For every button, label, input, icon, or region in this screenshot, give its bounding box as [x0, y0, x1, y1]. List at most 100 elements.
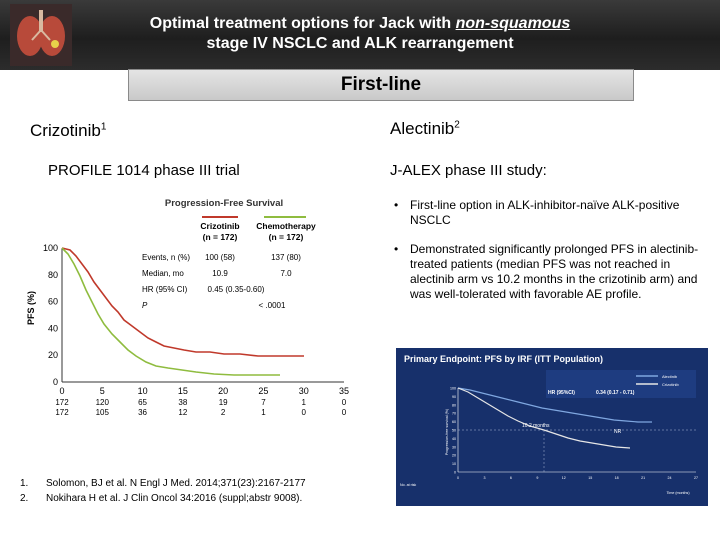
bullet-item: • Demonstrated significantly prolonged PF… [390, 242, 708, 302]
irf-y-tick-label: 80 [452, 403, 456, 407]
irf-y-tick-label: 60 [452, 420, 456, 424]
at-risk-chemo-value: 1 [261, 408, 266, 417]
x-tick-label: 35 [339, 386, 349, 396]
legend-crizotinib: Crizotinib [662, 382, 679, 387]
irf-x-tick-label: 18 [615, 476, 619, 480]
y-tick-label: 80 [48, 270, 58, 280]
y-tick-label: 100 [43, 243, 58, 253]
irf-title: Primary Endpoint: PFS by IRF (ITT Popula… [404, 354, 603, 364]
at-risk-chemo-value: 172 [55, 408, 69, 417]
hr-label: HR (95%CI) [548, 390, 575, 396]
irf-x-tick-label: 21 [641, 476, 645, 480]
crizotinib-pfs-figure: Progression-Free Survival Crizotinib (n … [26, 198, 349, 417]
irf-y-label: Progression-free survival (%) [445, 409, 449, 455]
crizotinib-label: Crizotinib [30, 121, 101, 140]
irf-y-tick-label: 70 [452, 412, 456, 416]
stat-v2-events: 137 (80) [271, 253, 301, 262]
stat-label-p: P [142, 301, 148, 310]
alectinib-label: Alectinib [390, 119, 455, 138]
alectinib-ref: 2 [454, 119, 460, 131]
irf-x-tick-label: 12 [562, 476, 566, 480]
x-tick-label: 10 [138, 386, 148, 396]
irf-y-tick-label: 40 [452, 437, 456, 441]
x-tick-label: 25 [258, 386, 268, 396]
at-risk-chemo-value: 2 [221, 408, 226, 417]
col1-n: (n = 172) [203, 232, 238, 242]
irf-x-label: Time (months) [666, 491, 689, 495]
bullet-text: First-line option in ALK-inhibitor-naïve… [410, 198, 680, 227]
irf-x-tick-label: 9 [536, 476, 538, 480]
irf-y-tick-label: 30 [452, 445, 456, 449]
col2-n: (n = 172) [269, 232, 304, 242]
irf-x-tick-label: 6 [510, 476, 512, 480]
page-title: Optimal treatment options for Jack with … [0, 14, 720, 54]
irf-y-tick-label: 100 [450, 387, 456, 391]
irf-x-tick-label: 3 [483, 476, 485, 480]
y-tick-label: 0 [53, 377, 58, 387]
nr-label: NR [614, 429, 622, 435]
pfs-y-label: PFS (%) [26, 291, 36, 325]
at-risk-chemo-value: 0 [301, 408, 306, 417]
jalex-trial-label: J-ALEX phase III study: [390, 162, 547, 179]
x-tick-label: 15 [178, 386, 188, 396]
at-risk-crizotinib-value: 19 [219, 398, 228, 407]
pfs-x-ticks: 0 5 10 15 20 25 30 35 [59, 386, 349, 396]
irf-x-tick-label: 0 [457, 476, 459, 480]
x-tick-label: 0 [59, 386, 64, 396]
profile-trial-label: PROFILE 1014 phase III trial [48, 162, 240, 179]
median-label: 10.2 months [522, 423, 550, 429]
y-tick-label: 60 [48, 297, 58, 307]
irf-y-tick-label: 10 [452, 462, 456, 466]
irf-x-tick-label: 15 [588, 476, 592, 480]
at-risk-crizotinib-value: 65 [138, 398, 147, 407]
y-tick-label: 40 [48, 323, 58, 333]
references: 1. Solomon, BJ et al. N Engl J Med. 2014;… [20, 476, 306, 506]
at-risk-chemo-value: 12 [178, 408, 187, 417]
irf-y-ticks: 0 10 20 30 40 50 60 70 80 90 100 [450, 387, 456, 475]
stat-v2-median: 7.0 [280, 269, 292, 278]
stat-label-hr: HR (95% CI) [142, 285, 188, 294]
at-risk-crizotinib-value: 172 [55, 398, 69, 407]
bullet-icon: • [394, 242, 399, 256]
irf-x-tick-label: 27 [694, 476, 698, 480]
stat-v1-median: 10.9 [212, 269, 228, 278]
alectinib-heading: Alectinib2 [390, 119, 460, 139]
at-risk-label: No. at risk [400, 483, 416, 487]
col1-head: Crizotinib [200, 221, 239, 231]
irf-y-tick-label: 0 [454, 471, 456, 475]
x-tick-label: 5 [100, 386, 105, 396]
at-risk-crizotinib-value: 120 [96, 398, 110, 407]
x-tick-label: 30 [299, 386, 309, 396]
reference-text: Solomon, BJ et al. N Engl J Med. 2014;37… [46, 478, 306, 489]
stat-v1-hr: 0.45 (0.35-0.60) [208, 285, 265, 294]
reference-item: 1. Solomon, BJ et al. N Engl J Med. 2014;… [20, 476, 306, 491]
stats-table: Events, n (%) 100 (58) 137 (80) Median, … [142, 253, 301, 310]
at-risk-crizotinib-value: 38 [178, 398, 187, 407]
title-line1: Optimal treatment options for Jack with [149, 15, 456, 32]
stat-v2-p: < .0001 [259, 301, 286, 310]
pfs-title: Progression-Free Survival [165, 198, 283, 209]
crizotinib-ref: 1 [100, 121, 107, 133]
irf-y-tick-label: 50 [452, 429, 456, 433]
irf-x-tick-label: 24 [668, 476, 672, 480]
pfs-y-ticks: 0 20 40 60 80 100 [43, 243, 58, 387]
alectinib-pfs-figure: Primary Endpoint: PFS by IRF (ITT Popula… [396, 348, 708, 506]
bullet-text: Demonstrated significantly prolonged PFS… [410, 242, 699, 301]
at-risk-chemo-value: 105 [96, 408, 110, 417]
stat-label-events: Events, n (%) [142, 253, 190, 262]
bullet-item: • First-line option in ALK-inhibitor-naïv… [390, 198, 708, 228]
irf-y-tick-label: 90 [452, 395, 456, 399]
alectinib-curve [457, 387, 652, 423]
reference-item: 2. Nokihara H et al. J Clin Oncol 34:2016… [20, 491, 306, 506]
crizotinib-heading: Crizotinib1 [30, 121, 106, 141]
at-risk-crizotinib-value: 7 [261, 398, 266, 407]
reference-text: Nokihara H et al. J Clin Oncol 34:2016 (… [46, 493, 303, 504]
y-tick-label: 20 [48, 350, 58, 360]
legend-alectinib: Alectinib [662, 374, 678, 379]
at-risk-chemo-value: 0 [342, 408, 347, 417]
x-tick-label: 20 [218, 386, 228, 396]
header-band: Optimal treatment options for Jack with … [0, 0, 720, 70]
crizotinib-curve [61, 247, 304, 357]
reference-num: 1. [20, 478, 29, 489]
